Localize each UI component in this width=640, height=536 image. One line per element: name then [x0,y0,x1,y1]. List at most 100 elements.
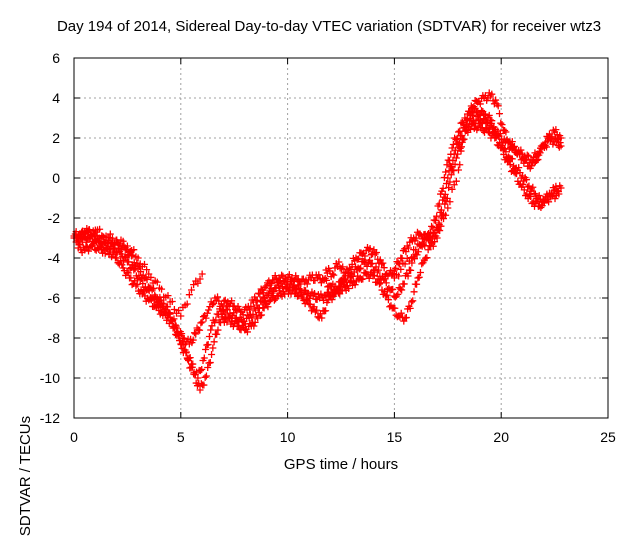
data-point [208,350,216,358]
data-point [487,119,495,127]
data-point [159,302,167,310]
plot-frame [73,57,609,419]
data-point [366,245,374,253]
data-point [139,280,147,288]
data-point [200,354,208,362]
data-point [201,373,209,381]
data-point [450,150,458,158]
data-point [522,155,530,163]
data-point [410,255,418,263]
data-point [413,251,421,259]
data-point [115,240,123,248]
data-point [443,161,451,169]
data-point [124,269,132,277]
data-point [205,306,213,314]
data-points [70,89,565,394]
data-point [246,306,254,314]
grid-lines [74,58,608,418]
data-point [501,126,509,134]
data-point [271,272,279,280]
data-point [458,132,466,140]
data-point [130,246,138,254]
data-point [190,329,198,337]
data-point [129,261,137,269]
data-point [367,260,375,268]
data-point [461,124,469,132]
data-point [299,291,307,299]
data-point [257,285,265,293]
data-point [397,309,405,317]
data-point [527,192,535,200]
data-point [380,264,388,272]
data-point [412,246,420,254]
data-point [134,254,142,262]
data-point [355,265,363,273]
data-point [529,183,537,191]
data-point [554,187,562,195]
data-point [463,115,471,123]
data-point [166,309,174,317]
data-point [396,285,404,293]
data-point [470,103,478,111]
data-point [175,332,183,340]
data-point [401,260,409,268]
data-point [220,297,228,305]
chart-title: Day 194 of 2014, Sidereal Day-to-day VTE… [56,18,602,35]
data-point [202,345,210,353]
data-point [521,156,529,164]
data-point [223,306,231,314]
data-point [122,253,130,261]
y-tick-label: -8 [48,330,61,346]
y-tick-label: -10 [40,370,60,386]
data-point [243,328,251,336]
data-point [375,280,383,288]
data-point [339,263,347,271]
data-point [313,306,321,314]
data-point [134,264,142,272]
data-point [492,96,500,104]
data-point [82,238,90,246]
data-point [488,90,496,98]
data-point [189,360,197,368]
data-point [168,298,176,306]
data-point [340,269,348,277]
x-tick-label: 15 [387,429,403,445]
data-point [85,247,93,255]
data-point [407,254,415,262]
data-point [497,119,505,127]
data-point [198,318,206,326]
data-point [349,272,357,280]
data-point [416,269,424,277]
data-point [127,274,135,282]
data-point [85,226,93,234]
data-point [335,258,343,266]
x-tick-label: 0 [70,429,78,445]
data-point [460,135,468,143]
data-point [351,281,359,289]
data-point [395,272,403,280]
x-tick-label: 25 [600,429,616,445]
data-point [490,123,498,131]
data-point [394,290,402,298]
data-point [361,252,369,260]
data-point [196,275,204,283]
data-point [520,186,528,194]
data-point [523,151,531,159]
data-point [175,307,183,315]
data-point [515,164,523,172]
data-point [444,174,452,182]
data-point [485,111,493,119]
data-point [101,249,109,257]
data-point [466,107,474,115]
y-tick-label: -2 [48,210,61,226]
data-point [328,270,336,278]
data-point [454,128,462,136]
data-point [255,304,263,312]
data-point [292,272,300,280]
data-point [448,163,456,171]
data-point [207,326,215,334]
data-point [334,286,342,294]
data-point [209,344,217,352]
data-point [473,112,481,120]
y-axis-label: SDTVAR / TECUs [17,415,34,536]
